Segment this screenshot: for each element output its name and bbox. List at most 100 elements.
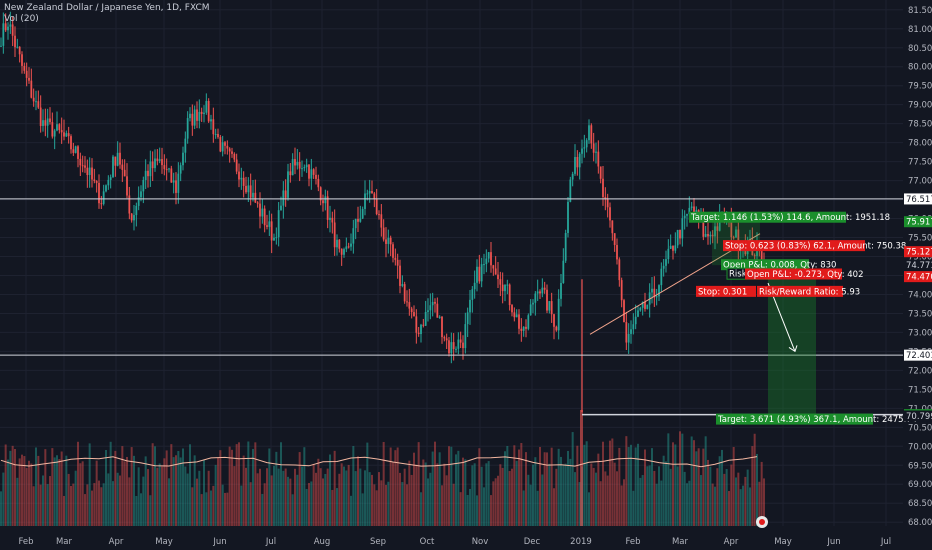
candle-body bbox=[175, 180, 177, 193]
volume-bar bbox=[723, 473, 726, 526]
long-target-label: Target: 1.146 (1.53%) 114.6, Amount: 195… bbox=[690, 213, 890, 223]
volume-bar bbox=[333, 450, 336, 526]
volume-bar bbox=[235, 444, 238, 526]
volume-bar bbox=[352, 445, 355, 526]
candle-body bbox=[408, 302, 411, 309]
volume-bar bbox=[275, 451, 278, 526]
candle-body bbox=[151, 161, 154, 169]
price-tick-label: 81.500 bbox=[908, 6, 932, 16]
candle-body bbox=[623, 300, 625, 323]
candle-body bbox=[441, 316, 443, 338]
volume-bar bbox=[58, 459, 61, 526]
candle-body bbox=[221, 142, 224, 152]
candle-body bbox=[382, 227, 385, 240]
candle-body bbox=[235, 159, 238, 172]
candle-body bbox=[602, 178, 604, 197]
candle-body bbox=[249, 185, 252, 198]
candle-body bbox=[119, 152, 121, 165]
candle-body bbox=[718, 215, 721, 231]
volume-bar bbox=[189, 444, 191, 526]
candle-body bbox=[611, 220, 614, 234]
candle-body bbox=[18, 46, 21, 55]
volume-bar bbox=[168, 478, 170, 526]
candle-body bbox=[641, 301, 644, 308]
candle-body bbox=[305, 164, 308, 168]
volume-bar bbox=[303, 447, 306, 526]
candle-body bbox=[688, 207, 691, 215]
candle-body bbox=[112, 156, 114, 178]
price-label-value: 75.127 bbox=[906, 248, 932, 258]
candle-body bbox=[154, 158, 156, 169]
volume-bar bbox=[497, 475, 499, 526]
time-axis[interactable]: Feb Mar Apr May Jun Jul Aug Sep Oct Nov Dec 2019 Feb… bbox=[18, 537, 891, 547]
volume-bar bbox=[350, 495, 352, 526]
candle-body bbox=[574, 156, 576, 174]
candle-body bbox=[709, 234, 712, 237]
volume-bar bbox=[254, 442, 257, 526]
candle-body bbox=[483, 264, 485, 266]
volume-bar bbox=[81, 461, 84, 526]
candle-body bbox=[42, 120, 44, 126]
long-stop-label: Stop: 0.623 (0.83%) 62.1, Amount: 750.38 bbox=[725, 242, 906, 252]
volume-bar bbox=[520, 442, 523, 526]
candle-body bbox=[191, 113, 194, 126]
volume-bar bbox=[102, 483, 105, 526]
volume-bar bbox=[588, 492, 590, 526]
volume-bar bbox=[25, 467, 28, 526]
volume-bar bbox=[571, 432, 574, 526]
volume-bar bbox=[53, 457, 56, 526]
volume-bar bbox=[16, 477, 19, 526]
price-label-value: 74.771 bbox=[906, 261, 932, 271]
candle-body bbox=[557, 298, 560, 331]
volume-bar bbox=[711, 483, 714, 526]
volume-bar bbox=[690, 436, 693, 526]
candle-body bbox=[644, 301, 646, 309]
candle-body bbox=[14, 35, 16, 48]
volume-bar bbox=[221, 484, 224, 526]
volume-bar bbox=[198, 470, 201, 526]
volume-bar bbox=[366, 442, 369, 526]
candle-body bbox=[28, 77, 30, 81]
candle-body bbox=[217, 133, 219, 138]
candle-body bbox=[16, 46, 19, 48]
candle-body bbox=[254, 192, 257, 203]
price-tick-label: 69.500 bbox=[908, 461, 932, 471]
candle-body bbox=[9, 24, 12, 27]
candle-body bbox=[109, 177, 112, 180]
volume-bar bbox=[646, 466, 649, 526]
volume-bar bbox=[429, 472, 432, 526]
candle-body bbox=[541, 287, 544, 294]
volume-bar bbox=[336, 488, 338, 526]
volume-bar bbox=[210, 490, 212, 526]
candle-body bbox=[77, 146, 79, 159]
candle-body bbox=[578, 153, 581, 168]
volume-bar bbox=[550, 447, 553, 526]
volume-bar bbox=[417, 442, 420, 526]
candle-body bbox=[592, 143, 595, 153]
candle-body bbox=[443, 337, 446, 339]
candle-body bbox=[263, 208, 266, 226]
candle-body bbox=[373, 193, 376, 199]
candle-body bbox=[522, 326, 525, 331]
volume-bar bbox=[602, 441, 604, 526]
volume-bar bbox=[457, 450, 460, 526]
candle-body bbox=[137, 197, 140, 206]
volume-bar bbox=[114, 450, 117, 526]
candle-body bbox=[606, 199, 609, 208]
volume-bar bbox=[532, 464, 534, 526]
volume-bar bbox=[277, 468, 280, 526]
position-tools[interactable]: Target: 1.146 (1.53%) 114.6, Amount: 195… bbox=[589, 211, 917, 528]
candle-body bbox=[406, 301, 408, 303]
candle-body bbox=[294, 159, 296, 166]
symbol-title[interactable]: New Zealand Dollar / Japanese Yen, 1D, F… bbox=[4, 3, 210, 13]
volume-bar bbox=[364, 470, 366, 526]
candle-body bbox=[158, 159, 161, 161]
volume-bar bbox=[361, 493, 364, 526]
volume-bar bbox=[508, 471, 511, 526]
candle-body bbox=[392, 244, 394, 258]
candle-body bbox=[196, 109, 198, 121]
volume-indicator-label[interactable]: Vol (20) bbox=[4, 14, 39, 24]
price-axis[interactable]: 68.00068.50069.00069.50070.00070.50071.0… bbox=[904, 6, 932, 528]
volume-bar bbox=[340, 463, 343, 526]
